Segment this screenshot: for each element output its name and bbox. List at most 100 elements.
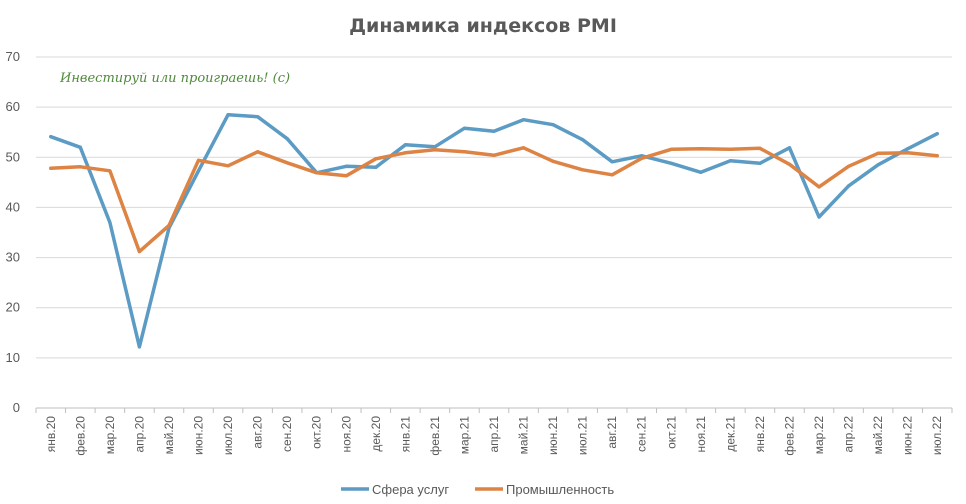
- data-point: [817, 185, 821, 189]
- x-tick-label: апр.21: [487, 416, 501, 453]
- data-point: [906, 151, 910, 155]
- x-tick-label: июн.21: [546, 416, 560, 455]
- data-point: [521, 146, 526, 150]
- data-point: [492, 153, 496, 157]
- x-tick-label: июл.20: [221, 416, 235, 455]
- data-point: [581, 168, 585, 172]
- data-point: [876, 151, 880, 155]
- data-point: [226, 113, 230, 117]
- legend-label: Промышленность: [506, 482, 614, 497]
- data-point: [49, 135, 53, 139]
- data-point: [758, 161, 762, 165]
- data-point: [935, 154, 939, 158]
- data-point: [817, 215, 821, 219]
- data-point: [876, 163, 880, 167]
- data-point: [787, 146, 792, 150]
- data-point: [462, 126, 467, 130]
- x-tick-label: фев.21: [428, 416, 442, 456]
- x-tick-label: фев.20: [73, 416, 87, 456]
- gridlines: [36, 56, 952, 409]
- x-tick-label: янв.21: [398, 416, 412, 453]
- data-point: [137, 345, 142, 349]
- data-point: [196, 169, 201, 173]
- data-point: [49, 166, 53, 170]
- data-point: [787, 162, 792, 166]
- data-point: [433, 145, 437, 149]
- data-point: [403, 143, 407, 147]
- y-axis-ticks: 0 10 20 30 40 50 60 70: [6, 49, 20, 415]
- data-point: [846, 164, 851, 168]
- x-tick-label: май.20: [162, 416, 176, 455]
- data-point: [846, 184, 851, 188]
- x-tick-label: окт.21: [664, 416, 678, 449]
- data-point: [374, 157, 378, 161]
- data-point: [137, 249, 142, 254]
- x-tick-label: авг.20: [251, 416, 265, 449]
- data-point: [226, 164, 230, 168]
- x-axis-ticks: янв.20 фев.20 мар.20 апр.20 май.20 июн.20 июл.…: [35, 408, 953, 456]
- x-tick-label: апр.22: [842, 416, 856, 453]
- data-point: [196, 158, 201, 162]
- x-tick-label: ноя.20: [339, 416, 353, 453]
- x-tick-label: ноя.21: [694, 416, 708, 453]
- y-tick-label: 10: [6, 350, 20, 365]
- data-point: [403, 151, 407, 155]
- data-point: [699, 170, 703, 174]
- y-tick-label: 50: [6, 149, 20, 164]
- y-tick-label: 60: [6, 99, 20, 114]
- series-lines: [49, 112, 939, 349]
- x-tick-label: май.22: [871, 416, 885, 455]
- legend: Сфера услуг Промышленность: [341, 482, 614, 497]
- data-point: [256, 115, 260, 119]
- x-tick-label: апр.20: [132, 416, 146, 453]
- data-point: [551, 159, 555, 163]
- data-point: [462, 150, 467, 154]
- x-tick-label: авг.21: [605, 416, 619, 449]
- data-point: [492, 129, 496, 133]
- data-point: [758, 146, 762, 150]
- data-point: [433, 148, 437, 152]
- x-tick-label: сен.21: [635, 416, 649, 452]
- chart-title: Динамика индексов PMI: [349, 15, 617, 37]
- x-tick-label: июн.20: [192, 416, 206, 455]
- data-point: [906, 147, 910, 151]
- data-point: [78, 145, 82, 149]
- x-tick-label: мар.22: [812, 416, 826, 455]
- data-point: [374, 165, 378, 169]
- data-point: [108, 220, 112, 225]
- data-point: [551, 123, 555, 127]
- data-point: [315, 171, 319, 175]
- y-tick-label: 30: [6, 250, 20, 265]
- data-point: [935, 132, 939, 136]
- x-tick-label: янв.20: [44, 416, 58, 453]
- y-tick-label: 0: [13, 400, 20, 415]
- data-point: [344, 174, 348, 178]
- data-point: [610, 173, 614, 177]
- chart-annotation: Инвестируй или проиграешь! (с): [59, 71, 290, 86]
- data-point: [640, 156, 644, 160]
- x-tick-label: май.21: [517, 416, 531, 455]
- y-tick-label: 40: [6, 199, 20, 214]
- x-tick-label: мар.20: [103, 416, 117, 455]
- data-point: [108, 169, 112, 173]
- data-point: [699, 147, 703, 151]
- x-tick-label: дек.20: [369, 416, 383, 452]
- data-point: [610, 160, 614, 164]
- data-point: [581, 138, 585, 142]
- data-point: [285, 161, 289, 165]
- x-tick-label: июл.22: [930, 416, 944, 455]
- data-point: [669, 161, 673, 165]
- x-tick-label: сен.20: [280, 416, 294, 452]
- y-tick-label: 20: [6, 300, 20, 315]
- data-point: [728, 159, 732, 163]
- x-tick-label: окт.20: [310, 416, 324, 449]
- x-tick-label: янв.22: [753, 416, 767, 453]
- series-line-1: [49, 112, 939, 349]
- data-point: [344, 164, 348, 168]
- x-tick-label: мар.21: [457, 416, 471, 455]
- x-tick-label: июн.22: [901, 416, 915, 455]
- data-point: [728, 147, 732, 151]
- data-point: [167, 223, 171, 228]
- x-tick-label: июл.21: [576, 416, 590, 455]
